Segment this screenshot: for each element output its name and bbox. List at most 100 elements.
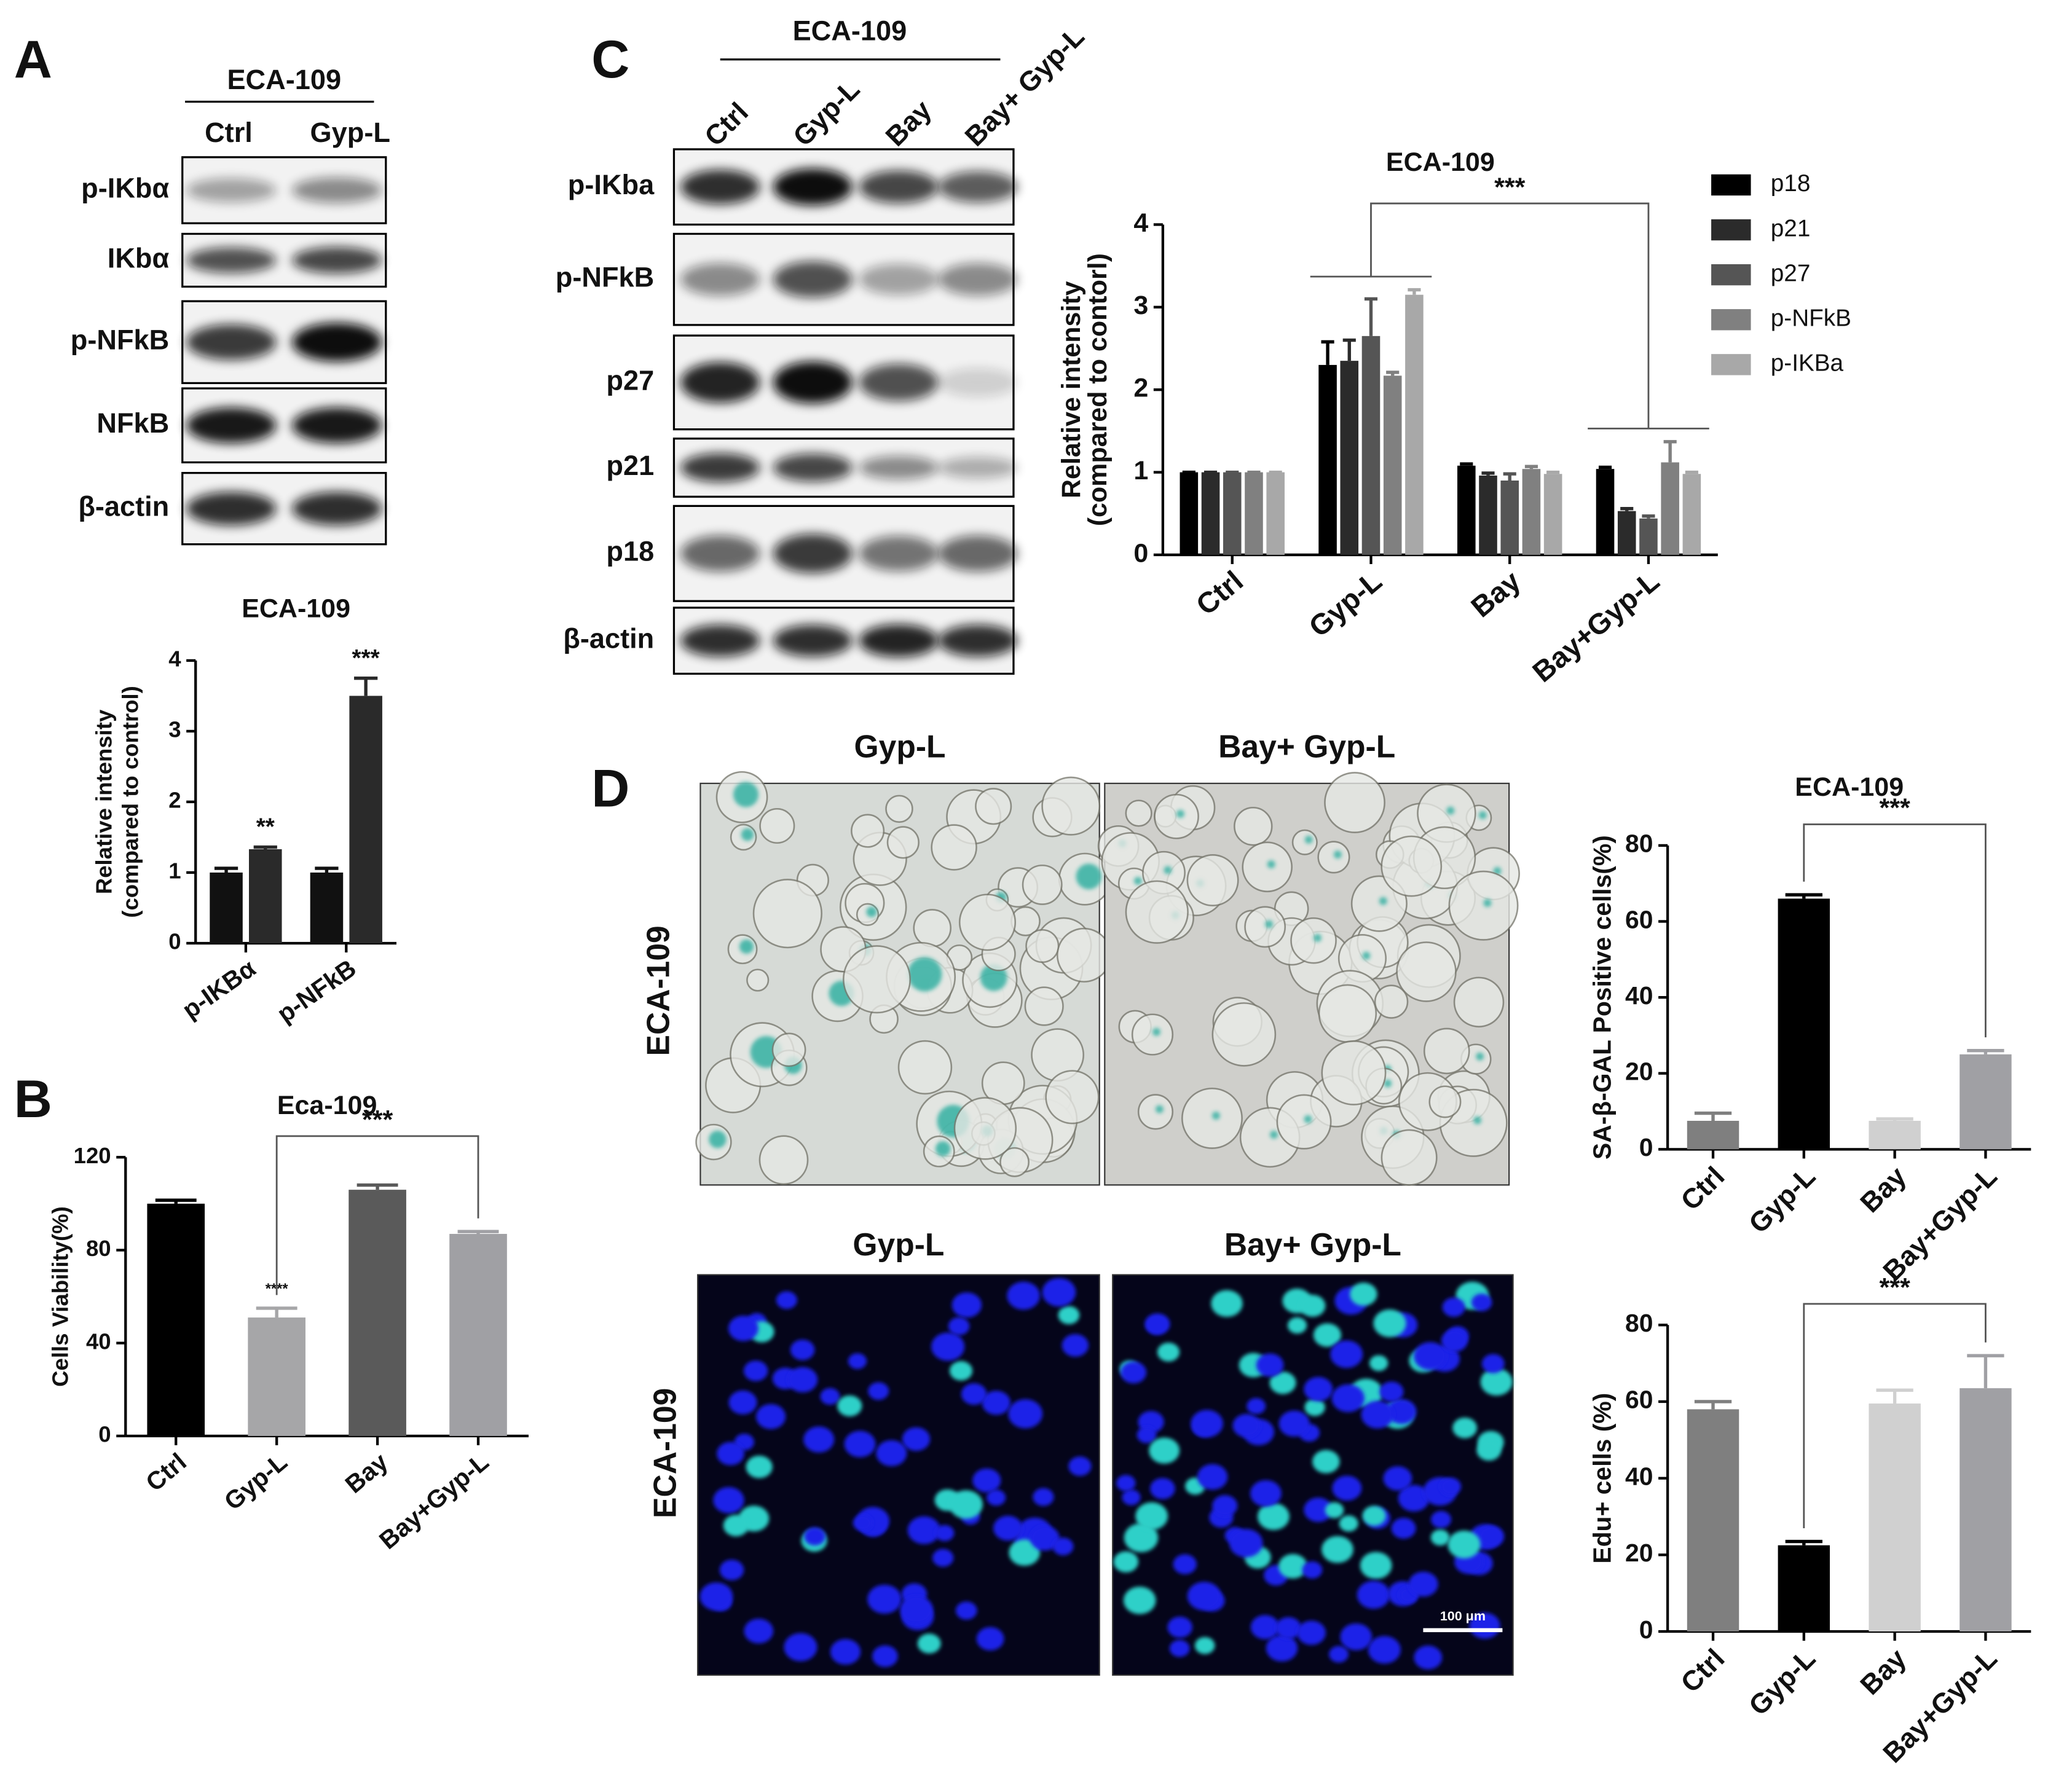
cell [1056,927,1112,983]
stain [1333,850,1342,859]
nucleus [1167,1616,1192,1638]
nucleus [728,1390,757,1415]
nucleus [1211,1290,1243,1317]
blot-band [186,324,277,360]
error-bar [256,1306,297,1318]
micrograph [695,771,1112,1186]
error-bar [1785,1539,1822,1545]
nucleus [1357,1580,1390,1609]
cell [1374,984,1409,1019]
cell [999,1147,1030,1177]
blot-band [859,363,939,401]
nucleus [1042,1278,1076,1307]
chart-title: ECA-109 [1795,772,1904,802]
micrograph [1097,772,1520,1186]
nucleus [932,1549,954,1567]
nucleus [1122,1489,1141,1505]
legend-swatch [1711,174,1751,196]
cell [1428,1085,1462,1118]
nucleus [1157,1343,1180,1362]
bar [1405,294,1424,555]
error-bar [214,866,238,873]
blot-row-label: IKbα [108,242,170,273]
bar [349,1190,406,1436]
blot-band [938,535,1018,572]
nucleus [1187,1582,1221,1611]
error-bar [356,1183,398,1190]
error-bar [1620,506,1634,511]
blot-row-label: NFkB [97,407,169,439]
nucleus [1258,1502,1290,1530]
nucleus [1150,1478,1175,1499]
cell [1290,917,1337,964]
nucleus [1197,1464,1228,1490]
cell [1242,841,1293,893]
y-tick-label: 60 [1625,1386,1653,1414]
significance-label: *** [352,645,380,672]
blot-band [186,247,277,273]
blot-band [859,624,939,658]
y-tick-label: 80 [86,1236,111,1261]
x-tick-label: p-NFkB [272,954,361,1028]
significance-bracket [1310,202,1709,430]
blot-band [859,170,939,204]
bracket-label: *** [1880,1273,1910,1303]
panel-label: A [14,30,52,89]
y-tick-label: 1 [1133,456,1148,485]
y-tick-label: 40 [86,1329,111,1354]
stain [1176,810,1184,818]
error-bar [1876,1388,1913,1404]
legend-label: p21 [1771,215,1811,241]
nucleus [951,1292,982,1318]
nucleus [717,1442,744,1466]
y-tick-label: 2 [1133,374,1148,403]
nucleus [1325,1502,1344,1518]
stain [907,957,942,992]
y-tick-label: 4 [1133,208,1148,238]
error-bar [1386,371,1400,376]
stain [1267,860,1275,868]
blot-band [859,536,939,571]
y-tick-label: 0 [98,1422,111,1447]
blot-row-label: p-NFkB [71,324,169,356]
significance-bracket [1803,823,1987,1038]
cell [1125,880,1189,944]
nucleus [961,1383,987,1405]
lane-label: Ctrl [698,96,754,152]
nucleus [1478,1525,1505,1548]
nucleus [1448,1530,1481,1559]
nucleus [917,1633,941,1654]
nucleus [787,1367,818,1393]
y-tick-label: 0 [1639,1615,1653,1644]
nucleus [1194,1637,1215,1654]
cell [1025,928,1060,964]
nucleus [820,1388,840,1405]
legend-label: p27 [1771,260,1811,286]
bar [449,1233,507,1436]
cell [1448,870,1519,941]
nucleus [902,1427,931,1451]
nucleus [1191,1410,1223,1438]
nucleus [1229,1529,1263,1558]
cell [746,968,770,992]
nucleus [1441,1329,1468,1352]
nucleus [1387,1399,1417,1424]
nucleus [1480,1368,1513,1396]
nucleus [1379,1381,1404,1402]
y-tick-label: 20 [1625,1539,1653,1567]
y-tick-label: 1 [168,858,181,884]
bar [1960,1388,2012,1632]
nucleus [972,1468,1001,1493]
nucleus [1068,1456,1092,1476]
error-bar [1967,1354,2004,1389]
nucleus [1123,1587,1156,1614]
stain [1164,866,1172,874]
nucleus [976,1627,1004,1651]
cell [1291,829,1318,855]
bar [1245,472,1263,555]
blot-band [938,171,1018,203]
error-bar [155,1198,197,1204]
nucleus [1297,1620,1326,1645]
blot-band [186,492,277,525]
bar [1361,336,1381,555]
